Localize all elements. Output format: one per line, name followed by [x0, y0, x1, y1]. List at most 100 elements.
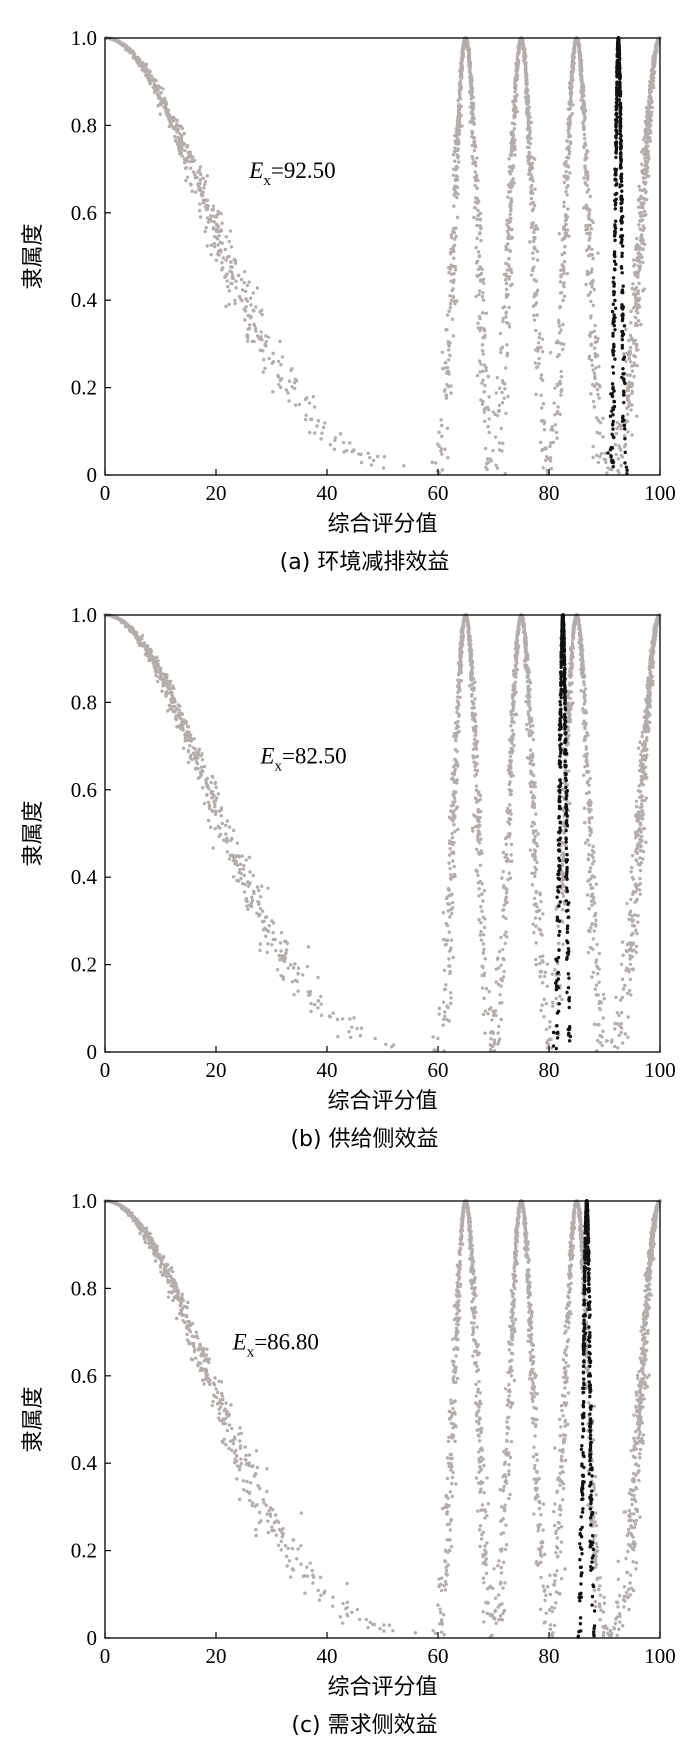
- cloud-drop: [499, 1017, 503, 1022]
- cloud-drop: [442, 389, 447, 393]
- cloud-drop: [624, 465, 629, 469]
- cloud-drop: [159, 91, 163, 95]
- cloud-drop: [568, 115, 572, 119]
- cloud-drop: [212, 220, 216, 224]
- cloud-drop: [526, 94, 531, 99]
- cloud-drop: [244, 297, 248, 301]
- cloud-drop: [556, 383, 560, 388]
- cloud-drop: [447, 270, 451, 275]
- cloud-drop: [578, 59, 583, 63]
- cloud-drop: [359, 452, 363, 457]
- cloud-drop: [278, 339, 282, 344]
- cloud-drop: [461, 47, 465, 51]
- cloud-drop: [217, 234, 221, 238]
- cloud-drop: [155, 679, 160, 684]
- cloud-drop: [456, 98, 460, 103]
- cloud-drop: [569, 140, 573, 144]
- cloud-drop: [618, 120, 623, 125]
- cloud-drop: [431, 1035, 435, 1039]
- cloud-drop: [565, 139, 569, 143]
- cloud-drop: [591, 444, 595, 449]
- cloud-drop: [457, 729, 461, 734]
- cloud-drop: [437, 1006, 442, 1011]
- cloud-drop: [506, 394, 510, 399]
- cloud-drop: [227, 239, 231, 244]
- cloud-drop: [328, 1015, 333, 1019]
- cloud-drop: [529, 191, 533, 195]
- cloud-drop: [177, 715, 182, 719]
- cloud-drop: [248, 316, 253, 320]
- cloud-drop: [620, 183, 624, 188]
- cloud-drop: [611, 302, 616, 306]
- cloud-drop: [580, 69, 584, 73]
- cloud-drop: [136, 56, 141, 60]
- cloud-drop: [473, 796, 478, 800]
- cloud-drop: [287, 379, 292, 383]
- cloud-drop: [615, 182, 619, 186]
- cloud-drop: [231, 858, 236, 863]
- cloud-drop: [244, 858, 248, 862]
- cloud-drop: [193, 172, 197, 177]
- cloud-drop: [482, 947, 486, 952]
- cloud-drop: [451, 850, 456, 854]
- cloud-drop: [645, 167, 649, 172]
- cloud-drop: [557, 331, 562, 335]
- cloud-drop: [486, 405, 490, 410]
- x-axis-label: 综合评分值: [327, 512, 437, 537]
- cloud-drop: [249, 303, 253, 307]
- cloud-drop: [290, 367, 294, 371]
- cloud-drop: [472, 148, 477, 153]
- cloud-drop: [535, 860, 539, 865]
- cloud-drop: [505, 343, 509, 347]
- cloud-drop: [531, 179, 535, 183]
- cloud-drop: [447, 841, 452, 845]
- cloud-drop: [568, 118, 572, 122]
- cloud-drop: [445, 1004, 449, 1008]
- cloud-drop: [523, 63, 528, 67]
- cloud-drop: [563, 218, 568, 223]
- cloud-drop: [581, 126, 586, 130]
- cloud-drop: [576, 42, 581, 46]
- cloud-drop: [586, 187, 591, 192]
- cloud-drop: [174, 717, 179, 722]
- cloud-drop: [443, 360, 448, 365]
- cloud-drop: [470, 109, 474, 113]
- cloud-drop: [454, 726, 459, 731]
- cloud-drop: [469, 642, 473, 647]
- cloud-drop: [469, 93, 474, 97]
- cloud-drop: [500, 449, 504, 453]
- cloud-drop: [469, 687, 474, 691]
- cloud-drop: [481, 369, 485, 373]
- cloud-drop: [615, 91, 619, 95]
- cloud-drop: [288, 963, 293, 967]
- cloud-drop: [254, 305, 258, 309]
- cloud-drop: [213, 780, 218, 785]
- cloud-drop: [255, 885, 260, 889]
- cloud-drop: [620, 271, 624, 275]
- cloud-drop: [553, 386, 557, 390]
- cloud-drop: [617, 43, 621, 48]
- cloud-drop: [447, 888, 451, 892]
- cloud-drop: [460, 64, 464, 69]
- cloud-drop: [240, 854, 244, 858]
- cloud-drop: [481, 311, 485, 315]
- cloud-drop: [271, 351, 275, 356]
- cloud-drop: [504, 261, 508, 266]
- cloud-drop: [482, 888, 487, 893]
- cloud-drop: [176, 135, 180, 140]
- cloud-drop: [309, 1009, 313, 1014]
- cloud-drop: [452, 864, 456, 869]
- cloud-drop: [192, 158, 197, 163]
- cloud-drop: [234, 286, 238, 290]
- cloud-drop: [138, 637, 142, 642]
- cloud-drop: [489, 1006, 493, 1010]
- cloud-drop: [247, 882, 251, 886]
- cloud-drop: [639, 322, 643, 327]
- cloud-drop: [524, 99, 529, 103]
- cloud-drop: [538, 332, 542, 336]
- cloud-drop: [279, 377, 284, 381]
- cloud-drop: [589, 299, 593, 304]
- cloud-drop: [344, 449, 349, 453]
- cloud-drop: [491, 448, 495, 453]
- cloud-drop: [589, 392, 593, 396]
